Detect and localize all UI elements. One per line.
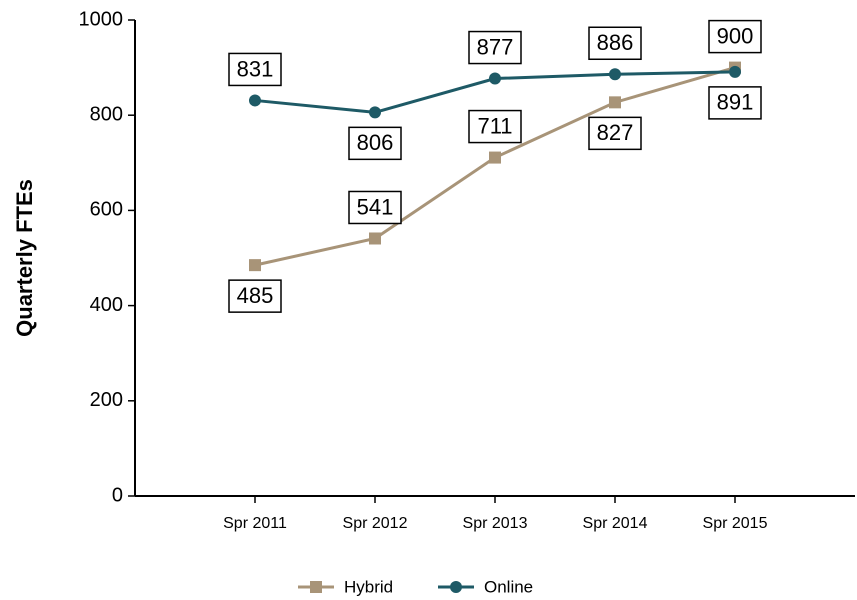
marker xyxy=(369,232,381,245)
data-label: 900 xyxy=(717,23,754,48)
y-tick-label: 800 xyxy=(90,103,123,125)
y-tick-label: 1000 xyxy=(79,8,124,30)
data-label: 831 xyxy=(237,56,274,81)
marker xyxy=(489,151,501,164)
label-box xyxy=(228,279,282,313)
marker xyxy=(489,72,501,85)
data-label: 711 xyxy=(477,113,512,138)
label-box xyxy=(468,30,522,65)
y-axis-label: Quarterly FTEs xyxy=(12,179,37,337)
label-box xyxy=(348,126,402,161)
marker xyxy=(249,94,261,107)
label-box xyxy=(708,19,762,54)
marker xyxy=(609,68,621,81)
data-label: 541 xyxy=(357,194,394,219)
marker xyxy=(609,96,621,109)
y-tick-label: 200 xyxy=(90,389,123,411)
label-box xyxy=(708,86,762,120)
label-box xyxy=(348,190,402,225)
legend-marker xyxy=(450,581,462,593)
y-tick-label: 600 xyxy=(90,199,123,221)
label-box xyxy=(468,109,522,144)
marker xyxy=(369,106,381,119)
label-box xyxy=(588,26,642,61)
x-tick-label: Spr 2015 xyxy=(703,515,768,532)
data-label: 877 xyxy=(477,34,514,59)
data-label: 806 xyxy=(357,130,394,155)
legend-label: Hybrid xyxy=(344,577,393,596)
data-label: 891 xyxy=(717,90,754,115)
data-label: 485 xyxy=(237,283,274,308)
legend-marker xyxy=(310,581,322,593)
y-tick-label: 400 xyxy=(90,294,123,316)
data-label: 886 xyxy=(597,30,634,55)
y-tick-label: 0 xyxy=(112,484,123,506)
legend-label: Online xyxy=(484,577,533,596)
marker xyxy=(729,65,741,78)
marker xyxy=(249,259,261,272)
data-label: 827 xyxy=(597,120,634,145)
label-box xyxy=(588,116,642,151)
x-tick-label: Spr 2012 xyxy=(343,515,408,532)
x-tick-label: Spr 2013 xyxy=(463,515,528,532)
x-tick-label: Spr 2014 xyxy=(583,515,648,532)
x-tick-label: Spr 2011 xyxy=(223,515,287,532)
series-line xyxy=(254,66,736,267)
label-box xyxy=(228,52,282,87)
